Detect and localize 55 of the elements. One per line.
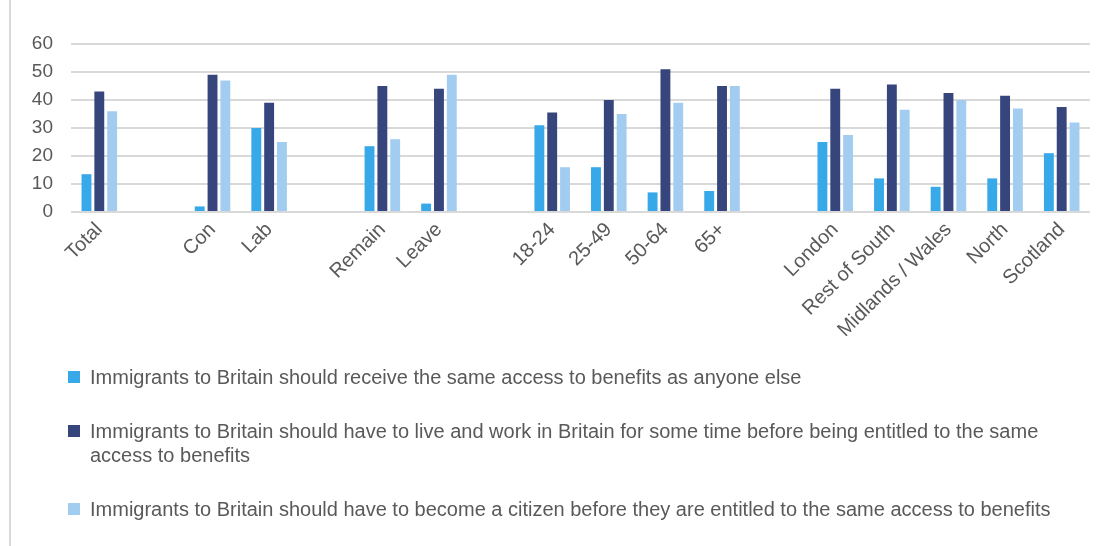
bar <box>434 88 444 211</box>
bar <box>1043 153 1054 211</box>
bar <box>207 74 218 211</box>
bar <box>277 142 287 211</box>
bar <box>930 186 941 211</box>
bar <box>94 91 105 211</box>
bar <box>704 191 715 211</box>
y-tick-label: 60 <box>31 32 53 54</box>
bar <box>987 178 998 211</box>
x-tick-label: 65+ <box>689 217 729 258</box>
y-tick-label: 20 <box>31 144 53 166</box>
bar <box>843 135 854 211</box>
bar <box>673 102 684 211</box>
legend-label: Immigrants to Britain should have to live and work in Britain for some time before being entitled to the same access to benefits <box>90 419 1040 467</box>
bar <box>220 80 231 211</box>
bar <box>817 142 828 211</box>
bar <box>194 206 205 211</box>
y-tick-label: 10 <box>31 172 53 194</box>
bar <box>534 125 545 211</box>
bar <box>603 100 614 211</box>
bar <box>717 86 727 211</box>
bar <box>390 139 401 211</box>
bar <box>943 93 954 211</box>
bar <box>591 167 601 211</box>
legend-label: Immigrants to Britain should have to become a citizen before they are entitled to the same access to benefits <box>90 497 1051 521</box>
bar <box>107 111 118 211</box>
bar <box>830 88 841 211</box>
y-tick-label: 0 <box>42 200 53 222</box>
bar <box>899 109 910 211</box>
x-tick-label: Con <box>177 217 220 260</box>
bar <box>956 100 967 211</box>
bar <box>364 146 375 211</box>
bar <box>729 86 740 211</box>
x-tick-label: Lab <box>236 217 276 257</box>
bar <box>547 112 558 211</box>
bar <box>874 178 884 211</box>
bar <box>377 86 388 211</box>
bar <box>81 174 92 211</box>
bar <box>1000 95 1011 211</box>
bar <box>560 167 570 211</box>
bar <box>886 84 897 211</box>
y-tick-label: 40 <box>31 88 53 110</box>
bar <box>660 69 671 211</box>
bar <box>446 74 457 211</box>
bar <box>251 128 262 211</box>
bar <box>1069 122 1080 211</box>
bar <box>1012 108 1023 211</box>
legend-label: Immigrants to Britain should receive the same access to benefits as anyone else <box>90 365 802 389</box>
bar <box>421 203 432 211</box>
bar <box>264 102 275 211</box>
bar <box>647 192 658 211</box>
y-tick-label: 30 <box>31 116 53 138</box>
y-tick-label: 50 <box>31 60 53 82</box>
bar <box>1056 107 1067 211</box>
bar <box>616 114 627 211</box>
